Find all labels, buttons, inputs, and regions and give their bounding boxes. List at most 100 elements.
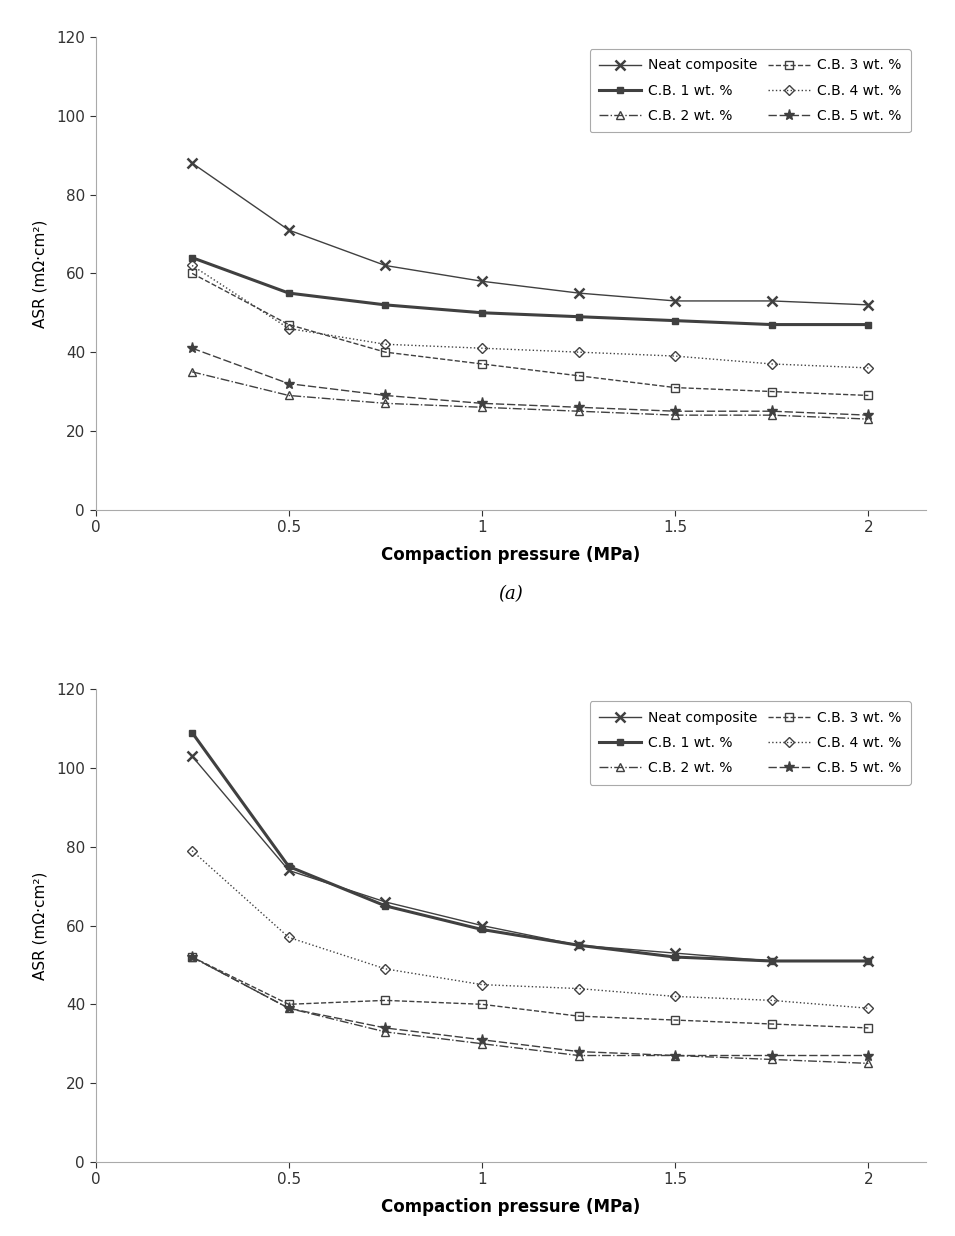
C.B. 4 wt. %	[186, 258, 198, 273]
C.B. 3 wt. %	[669, 381, 681, 396]
C.B. 5 wt. %	[766, 404, 777, 419]
Neat composite	[477, 918, 488, 933]
C.B. 1 wt. %	[283, 286, 294, 300]
C.B. 2 wt. %	[186, 949, 198, 964]
C.B. 5 wt. %	[573, 400, 584, 415]
C.B. 5 wt. %	[573, 1044, 584, 1059]
X-axis label: Compaction pressure (MPa): Compaction pressure (MPa)	[381, 546, 641, 564]
Neat composite	[862, 298, 874, 313]
Line: C.B. 5 wt. %: C.B. 5 wt. %	[186, 952, 874, 1060]
C.B. 3 wt. %	[766, 384, 777, 399]
Neat composite	[669, 293, 681, 308]
C.B. 2 wt. %	[573, 404, 584, 419]
C.B. 2 wt. %	[283, 1001, 294, 1016]
C.B. 2 wt. %	[669, 408, 681, 423]
Line: Neat composite: Neat composite	[187, 158, 873, 310]
C.B. 2 wt. %	[379, 1025, 391, 1039]
C.B. 5 wt. %	[186, 341, 198, 356]
C.B. 1 wt. %	[186, 726, 198, 740]
Legend: Neat composite, C.B. 1 wt. %, C.B. 2 wt. %, C.B. 3 wt. %, C.B. 4 wt. %, C.B. 5 w: Neat composite, C.B. 1 wt. %, C.B. 2 wt.…	[589, 701, 911, 785]
Line: C.B. 2 wt. %: C.B. 2 wt. %	[188, 367, 873, 423]
C.B. 1 wt. %	[379, 298, 391, 313]
C.B. 5 wt. %	[669, 404, 681, 419]
C.B. 4 wt. %	[669, 349, 681, 363]
C.B. 4 wt. %	[379, 962, 391, 976]
C.B. 3 wt. %	[573, 1009, 584, 1023]
C.B. 1 wt. %	[283, 859, 294, 874]
Neat composite	[766, 954, 777, 969]
C.B. 4 wt. %	[669, 989, 681, 1004]
C.B. 3 wt. %	[477, 997, 488, 1012]
Neat composite	[283, 863, 294, 878]
C.B. 2 wt. %	[283, 388, 294, 403]
C.B. 2 wt. %	[477, 1036, 488, 1051]
C.B. 1 wt. %	[766, 318, 777, 332]
C.B. 1 wt. %	[766, 954, 777, 969]
C.B. 1 wt. %	[862, 318, 874, 332]
C.B. 5 wt. %	[477, 396, 488, 410]
C.B. 5 wt. %	[862, 408, 874, 423]
C.B. 2 wt. %	[862, 412, 874, 426]
C.B. 4 wt. %	[379, 337, 391, 352]
C.B. 5 wt. %	[669, 1048, 681, 1063]
C.B. 3 wt. %	[862, 388, 874, 403]
C.B. 5 wt. %	[283, 1001, 294, 1016]
C.B. 4 wt. %	[283, 321, 294, 336]
C.B. 1 wt. %	[379, 899, 391, 913]
C.B. 1 wt. %	[669, 313, 681, 328]
C.B. 3 wt. %	[379, 993, 391, 1007]
Neat composite	[379, 895, 391, 910]
C.B. 5 wt. %	[862, 1048, 874, 1063]
Y-axis label: ASR (mΩ·cm²): ASR (mΩ·cm²)	[32, 871, 48, 980]
C.B. 4 wt. %	[283, 929, 294, 944]
C.B. 4 wt. %	[862, 361, 874, 376]
C.B. 2 wt. %	[573, 1048, 584, 1063]
Line: C.B. 3 wt. %: C.B. 3 wt. %	[188, 269, 873, 399]
Neat composite	[379, 258, 391, 273]
C.B. 3 wt. %	[573, 368, 584, 383]
C.B. 2 wt. %	[766, 1052, 777, 1067]
C.B. 4 wt. %	[186, 843, 198, 858]
Line: C.B. 4 wt. %: C.B. 4 wt. %	[189, 262, 872, 371]
C.B. 3 wt. %	[379, 345, 391, 360]
C.B. 4 wt. %	[766, 356, 777, 371]
C.B. 3 wt. %	[766, 1016, 777, 1031]
Line: Neat composite: Neat composite	[187, 751, 873, 965]
C.B. 3 wt. %	[669, 1012, 681, 1027]
C.B. 5 wt. %	[766, 1048, 777, 1063]
Neat composite	[573, 938, 584, 953]
C.B. 2 wt. %	[379, 396, 391, 410]
Line: C.B. 5 wt. %: C.B. 5 wt. %	[186, 342, 874, 420]
C.B. 2 wt. %	[766, 408, 777, 423]
C.B. 5 wt. %	[477, 1032, 488, 1047]
C.B. 1 wt. %	[862, 954, 874, 969]
C.B. 1 wt. %	[477, 922, 488, 937]
Neat composite	[669, 946, 681, 960]
Neat composite	[573, 286, 584, 300]
Line: C.B. 2 wt. %: C.B. 2 wt. %	[188, 953, 873, 1068]
C.B. 2 wt. %	[669, 1048, 681, 1063]
Line: C.B. 4 wt. %: C.B. 4 wt. %	[189, 847, 872, 1012]
Text: (a): (a)	[499, 586, 523, 603]
Neat composite	[766, 293, 777, 308]
C.B. 2 wt. %	[186, 365, 198, 379]
C.B. 2 wt. %	[477, 400, 488, 415]
C.B. 4 wt. %	[477, 978, 488, 993]
C.B. 1 wt. %	[186, 250, 198, 265]
Line: C.B. 1 wt. %: C.B. 1 wt. %	[189, 729, 872, 964]
C.B. 3 wt. %	[477, 356, 488, 371]
C.B. 4 wt. %	[573, 981, 584, 996]
C.B. 3 wt. %	[862, 1021, 874, 1036]
C.B. 1 wt. %	[573, 309, 584, 324]
C.B. 4 wt. %	[573, 345, 584, 360]
C.B. 3 wt. %	[186, 266, 198, 281]
C.B. 3 wt. %	[283, 997, 294, 1012]
C.B. 5 wt. %	[283, 376, 294, 391]
C.B. 5 wt. %	[379, 1021, 391, 1036]
Line: C.B. 3 wt. %: C.B. 3 wt. %	[188, 953, 873, 1032]
C.B. 2 wt. %	[862, 1056, 874, 1070]
C.B. 1 wt. %	[573, 938, 584, 953]
C.B. 1 wt. %	[477, 305, 488, 320]
C.B. 5 wt. %	[379, 388, 391, 403]
Line: C.B. 1 wt. %: C.B. 1 wt. %	[189, 255, 872, 328]
